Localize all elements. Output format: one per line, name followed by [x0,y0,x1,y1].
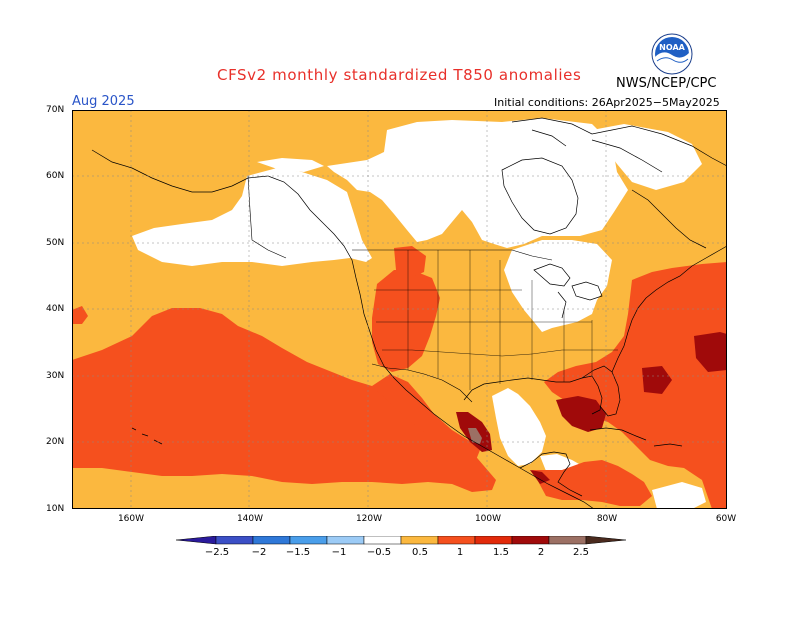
political-borders [247,175,553,403]
lat-label-60n: 60N [46,171,65,181]
anomaly-field-moderate [72,246,727,509]
lon-label-140w: 140W [236,514,264,524]
colorbar-segment [511,536,550,545]
colorbar-tick: 1 [456,547,464,558]
lat-label-50n: 50N [46,238,65,248]
lat-label-70n: 70N [46,105,65,115]
lon-label-120w: 120W [355,514,383,524]
colorbar-tick: 2 [537,547,545,558]
colorbar-segment [437,536,476,545]
lon-label-100w: 100W [474,514,502,524]
anomaly-field-neutral [132,118,706,509]
colorbar-tick: 2.5 [573,547,589,558]
colorbar-segment [289,536,328,545]
lat-label-20n: 20N [46,437,65,447]
colorbar-tick: 0.5 [412,547,428,558]
lat-label-40n: 40N [46,304,65,314]
colorbar-segment [548,536,587,545]
coastlines [91,117,727,509]
noaa-logo-icon: NOAA [651,33,693,75]
agency-label: NWS/NCEP/CPC [616,76,717,91]
initial-conditions: Initial conditions: 26Apr2025−5May2025 [494,96,720,109]
valid-month: Aug 2025 [72,94,135,109]
lat-label-10n: 10N [46,504,65,514]
colorbar-segment [326,536,365,545]
chart-title: CFSv2 monthly standardized T850 anomalie… [217,66,582,84]
colorbar-tick: 1.5 [493,547,509,558]
colorbar-segment [474,536,513,545]
colorbar-tick: −1 [331,547,347,558]
colorbar-tick: −2.5 [204,547,230,558]
colorbar-segment [215,536,254,545]
lon-label-80w: 80W [596,514,618,524]
colorbar-tick: −0.5 [366,547,392,558]
lon-label-160w: 160W [117,514,145,524]
state-lines [374,250,618,390]
colorbar-tick: −2 [251,547,267,558]
lat-lon-grid [72,110,727,509]
colorbar-segment [363,536,402,545]
anomaly-map [72,110,727,509]
colorbar-segment [252,536,291,545]
colorbar-arrow-low [176,536,217,545]
colorbar-tick: −1.5 [285,547,311,558]
svg-text:NOAA: NOAA [659,43,685,52]
colorbar [176,536,626,545]
colorbar-arrow-high [585,536,626,545]
lat-label-30n: 30N [46,371,65,381]
map-frame [72,110,727,509]
colorbar-segment [400,536,439,545]
lon-label-60w: 60W [715,514,737,524]
